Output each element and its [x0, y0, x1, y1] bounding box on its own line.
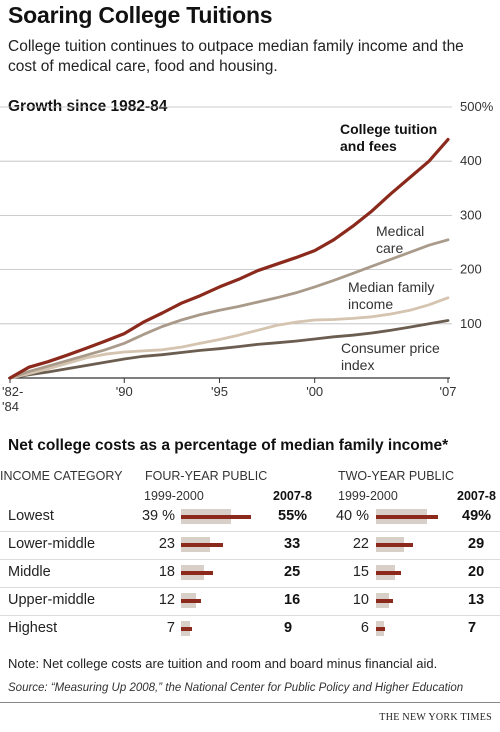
two-year-1999-value: 15	[352, 564, 369, 580]
four-year-2007-bar	[181, 515, 251, 519]
y-tick-label: 100	[460, 316, 482, 331]
two-year-2007-bar	[376, 515, 439, 519]
subheader-four-year-2007: 2007-8	[273, 489, 312, 503]
two-year-1999-value: 6	[360, 620, 369, 636]
subheader-four-year-1999: 1999-2000	[144, 489, 204, 503]
two-year-1999-value: 10	[352, 592, 369, 608]
credit-divider	[0, 702, 500, 703]
header-two-year: TWO-YEAR PUBLIC	[338, 469, 454, 483]
cost-table: INCOME CATEGORY FOUR-YEAR PUBLIC TWO-YEA…	[0, 462, 500, 648]
four-year-1999-value: 23	[158, 536, 175, 552]
four-year-2007-value: 9	[284, 620, 293, 636]
two-year-2007-bar	[376, 627, 385, 631]
y-tick-label: 400	[460, 153, 482, 168]
four-year-2007-value: 25	[284, 564, 301, 580]
two-year-2007-bar	[376, 543, 413, 547]
four-year-1999-value: 12	[158, 592, 175, 608]
two-year-2007-value: 20	[468, 564, 485, 580]
four-year-2007-value: 16	[284, 592, 301, 608]
two-year-2007-value: 13	[468, 592, 485, 608]
four-year-1999-value: 18	[158, 564, 175, 580]
two-year-2007-value: 29	[468, 536, 485, 552]
page-title: Soaring College Tuitions	[8, 2, 273, 28]
x-tick-label: '07	[440, 384, 457, 399]
four-year-2007-bar	[181, 627, 193, 631]
two-year-1999-value: 40 %	[335, 508, 369, 524]
x-tick-label: '95	[211, 384, 228, 399]
four-year-2007-value: 33	[284, 536, 301, 552]
row-divider	[0, 587, 500, 588]
series-line-0	[8, 137, 450, 380]
note: Note: Net college costs are tuition and …	[8, 656, 438, 671]
x-tick-label: '00	[306, 384, 323, 399]
series-line-3	[8, 319, 450, 380]
row-divider	[0, 559, 500, 560]
four-year-2007-bar	[181, 599, 202, 603]
y-tick-label: 200	[460, 262, 482, 277]
four-year-2007-bar	[181, 543, 223, 547]
series-label: Medical care	[376, 223, 424, 256]
subheader-two-year-2007: 2007-8	[457, 489, 496, 503]
series-label: College tuition and fees	[340, 121, 437, 154]
row-label: Lower-middle	[8, 536, 96, 552]
two-year-2007-bar	[376, 599, 393, 603]
x-tick-label: '90	[116, 384, 133, 399]
series-line-1	[8, 238, 450, 380]
y-tick-label: 300	[460, 207, 482, 222]
y-tick-label: 500%	[460, 99, 494, 114]
table-title: Net college costs as a percentage of med…	[8, 437, 449, 454]
two-year-2007-bar	[376, 571, 402, 575]
two-year-2007-value: 49%	[462, 508, 492, 524]
row-label: Lowest	[8, 508, 54, 524]
four-year-1999-value: 39 %	[141, 508, 175, 524]
series-label: Consumer price index	[341, 340, 440, 373]
row-divider	[0, 615, 500, 616]
line-chart: 100 200 300 400 500% '82-'84 '90 '95 '00 '07 Colle…	[0, 99, 494, 414]
series-label: Median family income	[348, 279, 434, 312]
row-label: Middle	[8, 564, 51, 580]
two-year-2007-value: 7	[468, 620, 477, 636]
header-income-category: INCOME CATEGORY	[0, 469, 123, 483]
row-label: Highest	[8, 620, 58, 636]
subheader-two-year-1999: 1999-2000	[338, 489, 398, 503]
row-label: Upper-middle	[8, 592, 96, 608]
row-divider	[0, 531, 500, 532]
x-tick-label: '82-'84	[2, 384, 23, 414]
credit: THE NEW YORK TIMES	[379, 712, 492, 723]
two-year-1999-value: 22	[352, 536, 369, 552]
four-year-2007-value: 55%	[278, 508, 308, 524]
source: Source: “Measuring Up 2008,” the Nationa…	[8, 682, 464, 694]
four-year-2007-bar	[181, 571, 213, 575]
chart-title: Growth since 1982-84	[8, 98, 168, 115]
four-year-1999-value: 7	[166, 620, 175, 636]
header-four-year: FOUR-YEAR PUBLIC	[145, 469, 268, 483]
series-line-2	[8, 296, 450, 380]
subtitle: College tuition continues to outpace med…	[8, 38, 464, 75]
